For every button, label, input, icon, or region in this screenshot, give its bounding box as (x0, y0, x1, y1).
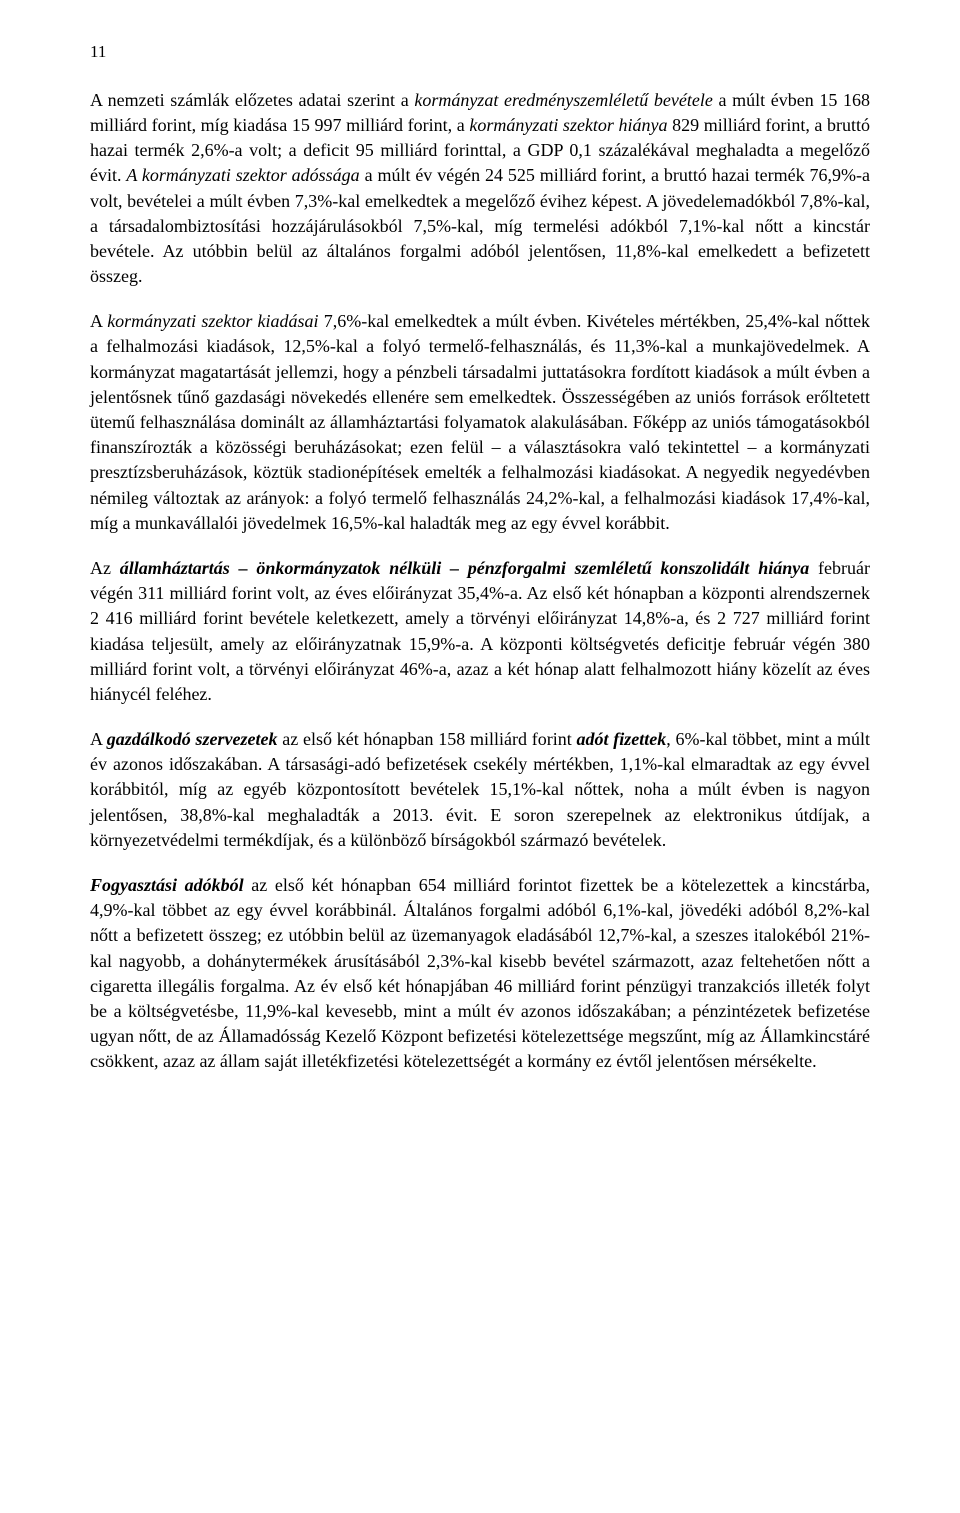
paragraph-2: A kormányzati szektor kiadásai 7,6%-kal … (90, 309, 870, 536)
paragraph-4: A gazdálkodó szervezetek az első két hón… (90, 727, 870, 853)
text-bold-italic: államháztartás – önkormányzatok nélküli … (120, 558, 809, 578)
text-span: A nemzeti számlák előzetes adatai szerin… (90, 90, 414, 110)
page-number: 11 (90, 40, 870, 64)
paragraph-5: Fogyasztási adókból az első két hónapban… (90, 873, 870, 1075)
text-span: az első két hónapban 654 milliárd forint… (90, 875, 870, 1071)
text-span: A (90, 729, 107, 749)
text-span: A (90, 311, 107, 331)
paragraph-3: Az államháztartás – önkormányzatok nélkü… (90, 556, 870, 707)
text-bold-italic: Fogyasztási adókból (90, 875, 244, 895)
text-span: az első két hónapban 158 milliárd forint (278, 729, 577, 749)
text-italic: A kormányzati szektor adóssága (126, 165, 359, 185)
text-bold-italic: adót fizettek (576, 729, 666, 749)
text-span: február végén 311 milliárd forint volt, … (90, 558, 870, 704)
text-italic: kormányzat eredményszemléletű bevétele (414, 90, 713, 110)
paragraph-1: A nemzeti számlák előzetes adatai szerin… (90, 88, 870, 290)
text-span: Az (90, 558, 120, 578)
text-span: 7,6%-kal emelkedtek a múlt évben. Kivéte… (90, 311, 870, 533)
text-italic: kormányzati szektor hiánya (469, 115, 667, 135)
text-italic: kormányzati szektor kiadásai (107, 311, 318, 331)
text-bold-italic: gazdálkodó szervezetek (107, 729, 278, 749)
